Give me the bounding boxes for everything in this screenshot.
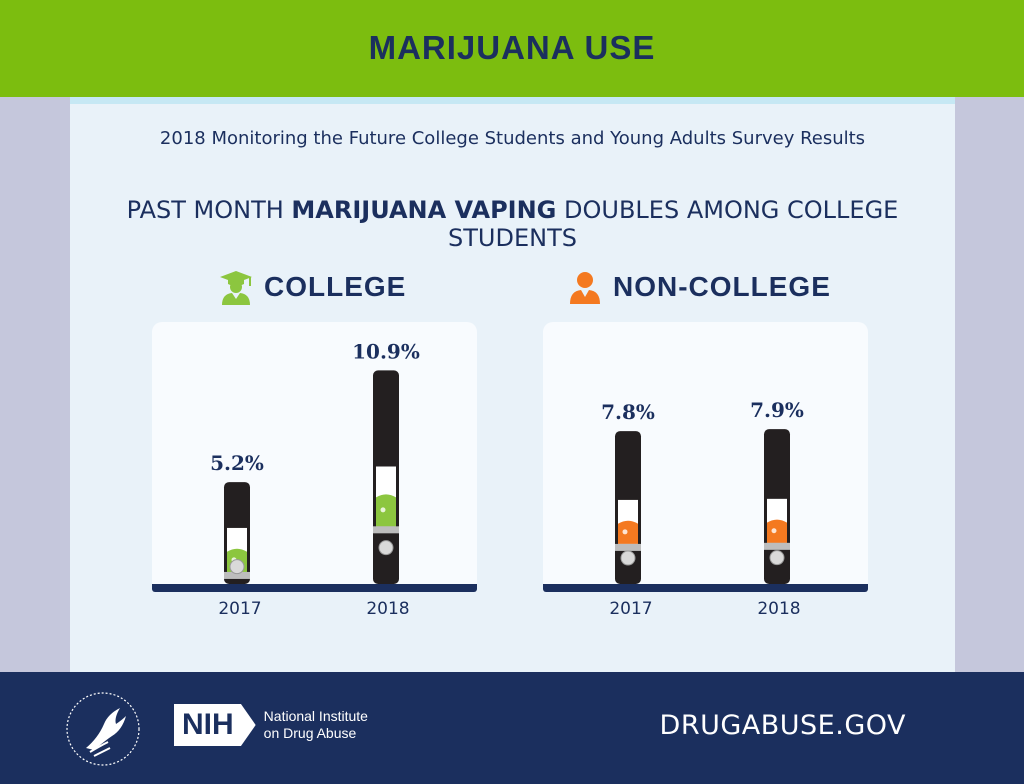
vape-bar-2018: [373, 370, 399, 584]
college-chart: 5.2% 10.9%: [210, 339, 420, 584]
nih-abbreviation: NIH: [174, 704, 256, 746]
stage-top-strip: [70, 97, 955, 104]
college-header: COLLEGE: [218, 267, 406, 307]
survey-subtitle: 2018 Monitoring the Future College Stude…: [159, 128, 866, 149]
college-title: COLLEGE: [264, 271, 407, 302]
vape-liquid: [767, 519, 787, 543]
headline: PAST MONTH MARIJUANA VAPING DOUBLES AMON…: [70, 196, 955, 252]
college-chart-base: [152, 584, 477, 592]
vape-bar-2017: [615, 431, 641, 584]
footer: NIH National Institute on Drug Abuse DRU…: [0, 672, 1024, 784]
vape-bar-2018: [764, 429, 790, 584]
nih-name-line2: on Drug Abuse: [263, 725, 357, 741]
non-college-chart: 7.8% 7.9%: [601, 398, 804, 584]
data-label-2017: 7.8%: [601, 400, 655, 424]
right-frame: [955, 97, 1024, 672]
vape-bubble: [622, 529, 628, 535]
hhs-seal-icon: [66, 692, 140, 766]
non-college-chart-panel: 7.8% 7.9%: [543, 322, 868, 592]
headline-part1: PAST MONTH: [126, 196, 292, 224]
college-chart-panel: 5.2% 10.9%: [152, 322, 477, 592]
college-tick-2017: 2017: [218, 599, 262, 619]
nih-name-line1: National Institute: [263, 708, 368, 724]
data-label-2017: 5.2%: [210, 451, 264, 475]
vape-button: [769, 550, 785, 566]
vape-bar-2017: [224, 482, 250, 584]
data-label-2018: 10.9%: [352, 339, 420, 363]
vape-button: [378, 540, 394, 556]
graduate-person-icon: [220, 271, 252, 305]
data-label-2018: 7.9%: [750, 398, 804, 422]
vape-liquid: [618, 520, 638, 544]
non-college-tick-2018: 2018: [757, 599, 801, 619]
vape-collar: [764, 542, 790, 550]
vape-liquid: [376, 494, 396, 527]
vape-bubble: [380, 507, 386, 513]
vape-collar: [373, 526, 399, 534]
page-title: MARIJUANA USE: [368, 29, 656, 66]
non-college-tick-2017: 2017: [609, 599, 653, 619]
left-frame: [0, 97, 70, 672]
headline-bold: MARIJUANA VAPING: [291, 196, 557, 224]
non-college-header: NON-COLLEGE: [567, 267, 831, 307]
title-banner: MARIJUANA USE: [0, 0, 1024, 97]
person-icon: [570, 272, 600, 304]
vape-collar: [224, 571, 250, 579]
site-url: DRUGABUSE.GOV: [659, 710, 906, 741]
nih-institute-name: National Institute on Drug Abuse: [264, 708, 368, 742]
vape-button: [620, 550, 636, 566]
headline-part2: DOUBLES AMONG COLLEGE STUDENTS: [448, 196, 899, 252]
nih-logo: NIH National Institute on Drug Abuse: [174, 704, 368, 746]
vape-button: [229, 559, 245, 575]
infographic-stage: 2018 Monitoring the Future College Stude…: [70, 97, 955, 672]
vape-bubble: [771, 528, 777, 534]
non-college-chart-base: [543, 584, 868, 592]
college-tick-2018: 2018: [366, 599, 410, 619]
vape-collar: [615, 543, 641, 551]
non-college-title: NON-COLLEGE: [613, 271, 831, 302]
